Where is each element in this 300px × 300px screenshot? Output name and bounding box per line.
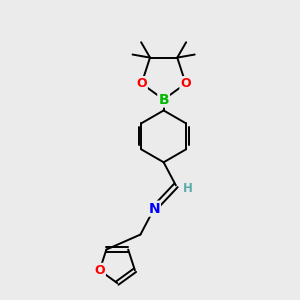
Text: N: N [148,202,160,216]
Text: B: B [158,92,169,106]
Text: O: O [180,77,191,90]
Text: O: O [136,77,147,90]
Text: H: H [182,182,192,195]
Text: O: O [94,264,105,277]
